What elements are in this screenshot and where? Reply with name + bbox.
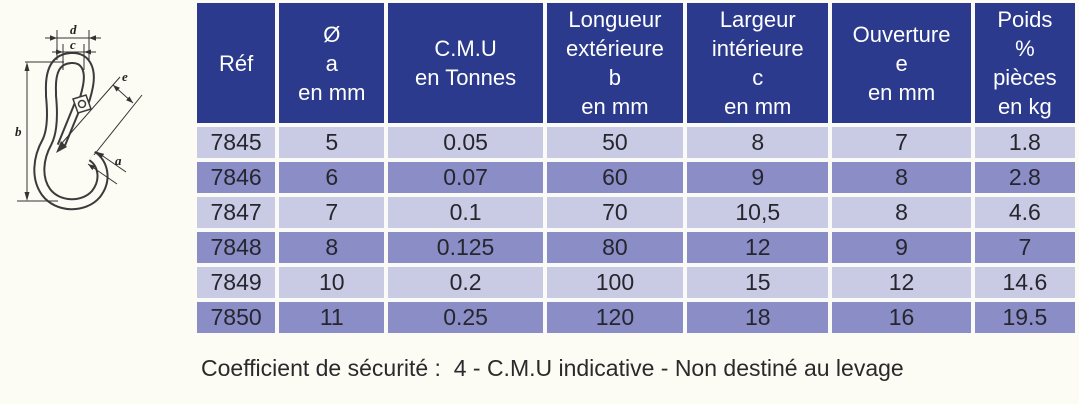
dim-label-b: b xyxy=(15,124,22,139)
dim-e-arrow-1 xyxy=(113,85,120,92)
cell-ref: 7845 xyxy=(194,123,280,162)
table-cell: 2.8 xyxy=(970,158,1078,197)
table-cell: 8 xyxy=(828,158,975,197)
cell-ref: 7847 xyxy=(194,193,280,232)
hook-body-fill xyxy=(35,54,107,209)
table-cell: 70 xyxy=(542,193,688,232)
spec-table-body: 7845 5 0.05 50 8 7 1.8 7846 6 0.07 60 9 8 2.8 7847 7 0.1… xyxy=(194,123,1078,335)
table-cell: 120 xyxy=(542,298,688,335)
table-cell: 9 xyxy=(828,228,975,267)
table-cell: 7 xyxy=(970,228,1078,267)
column-header-3: Longueur extérieure b en mm xyxy=(542,1,688,127)
spec-table: Réf Ø a en mm C.M.U en Tonnes Longueur exté… xyxy=(194,1,1078,335)
cell-ref: 7849 xyxy=(194,263,280,302)
table-row-7849: 7849 10 0.2 100 15 12 14.6 xyxy=(194,263,1078,302)
table-cell: 0.07 xyxy=(384,158,547,197)
cell-ref: 7850 xyxy=(194,298,280,335)
dim-d-arrow-right xyxy=(89,35,96,41)
table-cell: 19.5 xyxy=(970,298,1078,335)
table-row-7845: 7845 5 0.05 50 8 7 1.8 xyxy=(194,123,1078,162)
table-cell: 1.8 xyxy=(970,123,1078,162)
table-cell: 8 xyxy=(683,123,833,162)
dim-label-d: d xyxy=(70,22,77,37)
dim-a-arrow-1 xyxy=(97,152,105,159)
table-cell: 12 xyxy=(683,228,833,267)
dim-e-ext-2 xyxy=(93,94,143,156)
table-cell: 11 xyxy=(275,298,389,335)
table-cell: 9 xyxy=(683,158,833,197)
table-cell: 4.6 xyxy=(970,193,1078,232)
dim-e-ext-1 xyxy=(61,76,121,144)
snap-hook-drawing: d c b e a xyxy=(15,22,143,211)
table-cell: 12 xyxy=(828,263,975,302)
table-cell: 15 xyxy=(683,263,833,302)
table-cell: 5 xyxy=(275,123,389,162)
dim-c-arrow-left xyxy=(56,49,63,55)
table-cell: 6 xyxy=(275,158,389,197)
snap-hook-diagram: d c b e a xyxy=(0,0,195,235)
dim-d-arrow-left xyxy=(50,35,57,41)
table-cell: 10 xyxy=(275,263,389,302)
dim-c-arrow-right xyxy=(84,49,91,55)
table-cell: 100 xyxy=(542,263,688,302)
table-row-7847: 7847 7 0.1 70 10,5 8 4.6 xyxy=(194,193,1078,232)
table-row-7846: 7846 6 0.07 60 9 8 2.8 xyxy=(194,158,1078,197)
cell-ref: 7846 xyxy=(194,158,280,197)
dim-label-a: a xyxy=(115,153,122,168)
table-cell: 0.125 xyxy=(384,228,547,267)
column-header-2: C.M.U en Tonnes xyxy=(384,1,547,127)
column-header-1: Ø a en mm xyxy=(275,1,389,127)
table-cell: 8 xyxy=(275,228,389,267)
dim-b-arrow-down xyxy=(24,192,30,201)
table-cell: 0.05 xyxy=(384,123,547,162)
dim-label-c: c xyxy=(70,37,76,52)
column-header-0: Réf xyxy=(194,1,280,127)
column-header-4: Largeur intérieure c en mm xyxy=(683,1,833,127)
table-cell: 7 xyxy=(275,193,389,232)
dim-b-arrow-up xyxy=(24,62,30,71)
table-cell: 0.25 xyxy=(384,298,547,335)
spec-table-header: Réf Ø a en mm C.M.U en Tonnes Longueur exté… xyxy=(194,1,1078,127)
table-cell: 8 xyxy=(828,193,975,232)
table-cell: 0.1 xyxy=(384,193,547,232)
table-cell: 80 xyxy=(542,228,688,267)
table-cell: 0.2 xyxy=(384,263,547,302)
table-cell: 14.6 xyxy=(970,263,1078,302)
table-cell: 60 xyxy=(542,158,688,197)
table-cell: 10,5 xyxy=(683,193,833,232)
gate-tip xyxy=(56,141,67,153)
table-row-7850: 7850 11 0.25 120 18 16 19.5 xyxy=(194,298,1078,335)
column-header-5: Ouverture e en mm xyxy=(828,1,975,127)
dim-label-e: e xyxy=(122,69,128,84)
dim-e-arrow-2 xyxy=(126,96,133,103)
table-cell: 18 xyxy=(683,298,833,335)
table-cell: 7 xyxy=(828,123,975,162)
cell-ref: 7848 xyxy=(194,228,280,267)
table-cell: 50 xyxy=(542,123,688,162)
table-cell: 16 xyxy=(828,298,975,335)
rivet-icon xyxy=(77,99,87,109)
column-header-6: Poids % pièces en kg xyxy=(970,1,1078,127)
safety-note: Coefficient de sécurité : 4 - C.M.U indi… xyxy=(201,355,904,381)
dim-a-arrow-2 xyxy=(88,164,96,171)
table-row-7848: 7848 8 0.125 80 12 9 7 xyxy=(194,228,1078,267)
